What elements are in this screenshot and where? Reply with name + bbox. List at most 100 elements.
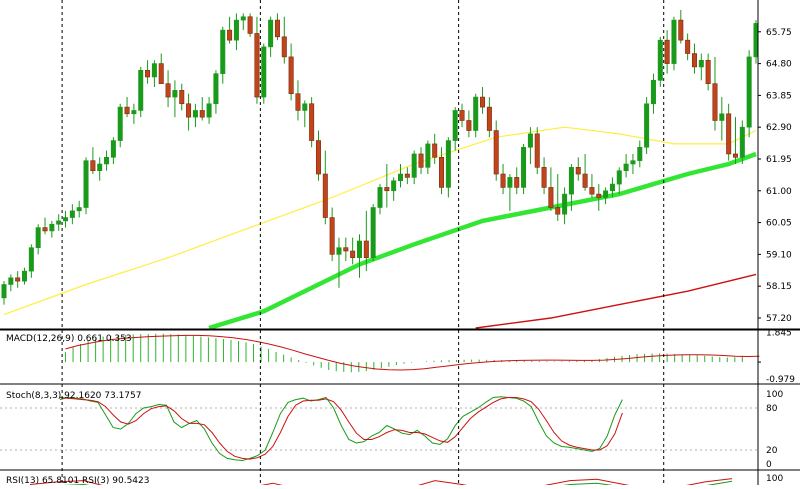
candle-body xyxy=(616,170,622,185)
candle-body xyxy=(199,110,205,118)
candle-body xyxy=(42,227,48,232)
moving-average-line xyxy=(208,151,757,331)
candle-body xyxy=(254,33,260,98)
candle-body xyxy=(644,103,650,148)
candle-body xyxy=(206,103,212,118)
candle-body xyxy=(145,69,151,78)
candle-body xyxy=(568,167,574,195)
candle-body xyxy=(459,110,465,121)
candle-body xyxy=(486,106,492,131)
candle-body xyxy=(398,173,404,182)
stochastic-panel: Stoch(8,3,3) 92.1620 73.1757 100 80 20 0 xyxy=(0,390,783,470)
candle-body xyxy=(377,187,383,208)
candle-body xyxy=(596,193,602,198)
candle-body xyxy=(432,143,438,158)
candle-body xyxy=(165,83,171,98)
macd-tick-label: -0.979 xyxy=(766,375,795,385)
candle-body xyxy=(274,19,280,38)
candle-body xyxy=(309,103,315,141)
candle-body xyxy=(83,160,89,208)
candle-body xyxy=(90,160,96,171)
candle-body xyxy=(746,56,752,128)
candle-body xyxy=(1,284,7,299)
macd-label: MACD(12,26,9) 0.661 0.353 xyxy=(6,334,132,344)
y-tick-label: 62.90 xyxy=(766,123,792,133)
rsi-label: RSI(13) 65.8101 RSI(3) 90.5423 xyxy=(6,476,149,485)
candle-body xyxy=(186,103,192,118)
candle-body xyxy=(541,167,547,188)
candle-body xyxy=(589,187,595,195)
stoch-line xyxy=(59,396,623,462)
candle-body xyxy=(295,93,301,111)
candle-body xyxy=(138,69,144,111)
period-separators xyxy=(61,0,665,485)
candle-body xyxy=(452,110,458,141)
stoch-label: Stoch(8,3,3) 92.1620 73.1757 xyxy=(6,391,141,401)
candle-body xyxy=(637,146,643,161)
candle-body xyxy=(411,153,417,178)
candle-body xyxy=(650,80,656,105)
y-tick-label: 59.10 xyxy=(766,250,792,260)
candle-body xyxy=(76,207,82,212)
stoch-tick-label: 0 xyxy=(766,460,772,470)
candle-body xyxy=(110,140,116,158)
candle-body xyxy=(548,187,554,208)
candle-body xyxy=(370,207,376,259)
macd-signal-line xyxy=(65,334,760,371)
y-tick-label: 60.05 xyxy=(766,219,792,229)
candle-body xyxy=(739,126,745,158)
candle-body xyxy=(172,90,178,98)
candle-body xyxy=(384,187,390,192)
candle-body xyxy=(261,46,267,98)
candle-body xyxy=(466,120,472,131)
y-tick-label: 61.95 xyxy=(766,155,792,165)
candle-body xyxy=(425,143,431,168)
candle-body xyxy=(603,190,609,198)
candle-body xyxy=(404,173,410,178)
candle-body xyxy=(117,106,123,141)
stoch-line xyxy=(59,397,623,460)
candle-body xyxy=(336,247,342,255)
y-tick-label: 61.00 xyxy=(766,187,792,197)
candle-body xyxy=(493,130,499,175)
candle-body xyxy=(356,240,362,259)
stoch-tick-label: 100 xyxy=(766,390,783,400)
candle-body xyxy=(63,217,69,222)
candle-body xyxy=(28,247,34,272)
candle-body xyxy=(391,180,397,192)
candle-body xyxy=(56,220,62,225)
candle-body xyxy=(575,167,581,175)
candle-body xyxy=(322,173,328,218)
candle-body xyxy=(8,277,14,285)
candle-body xyxy=(691,53,697,68)
candle-body xyxy=(534,133,540,168)
candle-body xyxy=(514,177,520,188)
candle-body xyxy=(507,177,513,188)
stoch-tick-label: 80 xyxy=(766,404,778,414)
candle-body xyxy=(685,39,691,54)
candle-body xyxy=(15,277,21,282)
candle-body xyxy=(124,106,130,115)
candle-body xyxy=(473,96,479,131)
macd-tick-label: 1.845 xyxy=(766,329,792,339)
candle-body xyxy=(69,210,75,218)
candle-body xyxy=(726,113,732,155)
candle-body xyxy=(158,63,164,84)
candle-body xyxy=(630,160,636,165)
candle-body xyxy=(268,19,274,48)
candle-body xyxy=(500,173,506,188)
candle-body xyxy=(439,157,445,188)
candle-body xyxy=(705,59,711,84)
candle-body xyxy=(698,59,704,68)
candle-body xyxy=(329,217,335,255)
candle-body xyxy=(719,113,725,121)
y-tick-label: 63.85 xyxy=(766,91,792,101)
candle-body xyxy=(213,73,219,105)
candle-body xyxy=(712,83,718,121)
candle-body xyxy=(623,163,629,171)
candle-body xyxy=(521,146,527,188)
candle-body xyxy=(445,140,451,188)
candle-body xyxy=(527,133,533,148)
